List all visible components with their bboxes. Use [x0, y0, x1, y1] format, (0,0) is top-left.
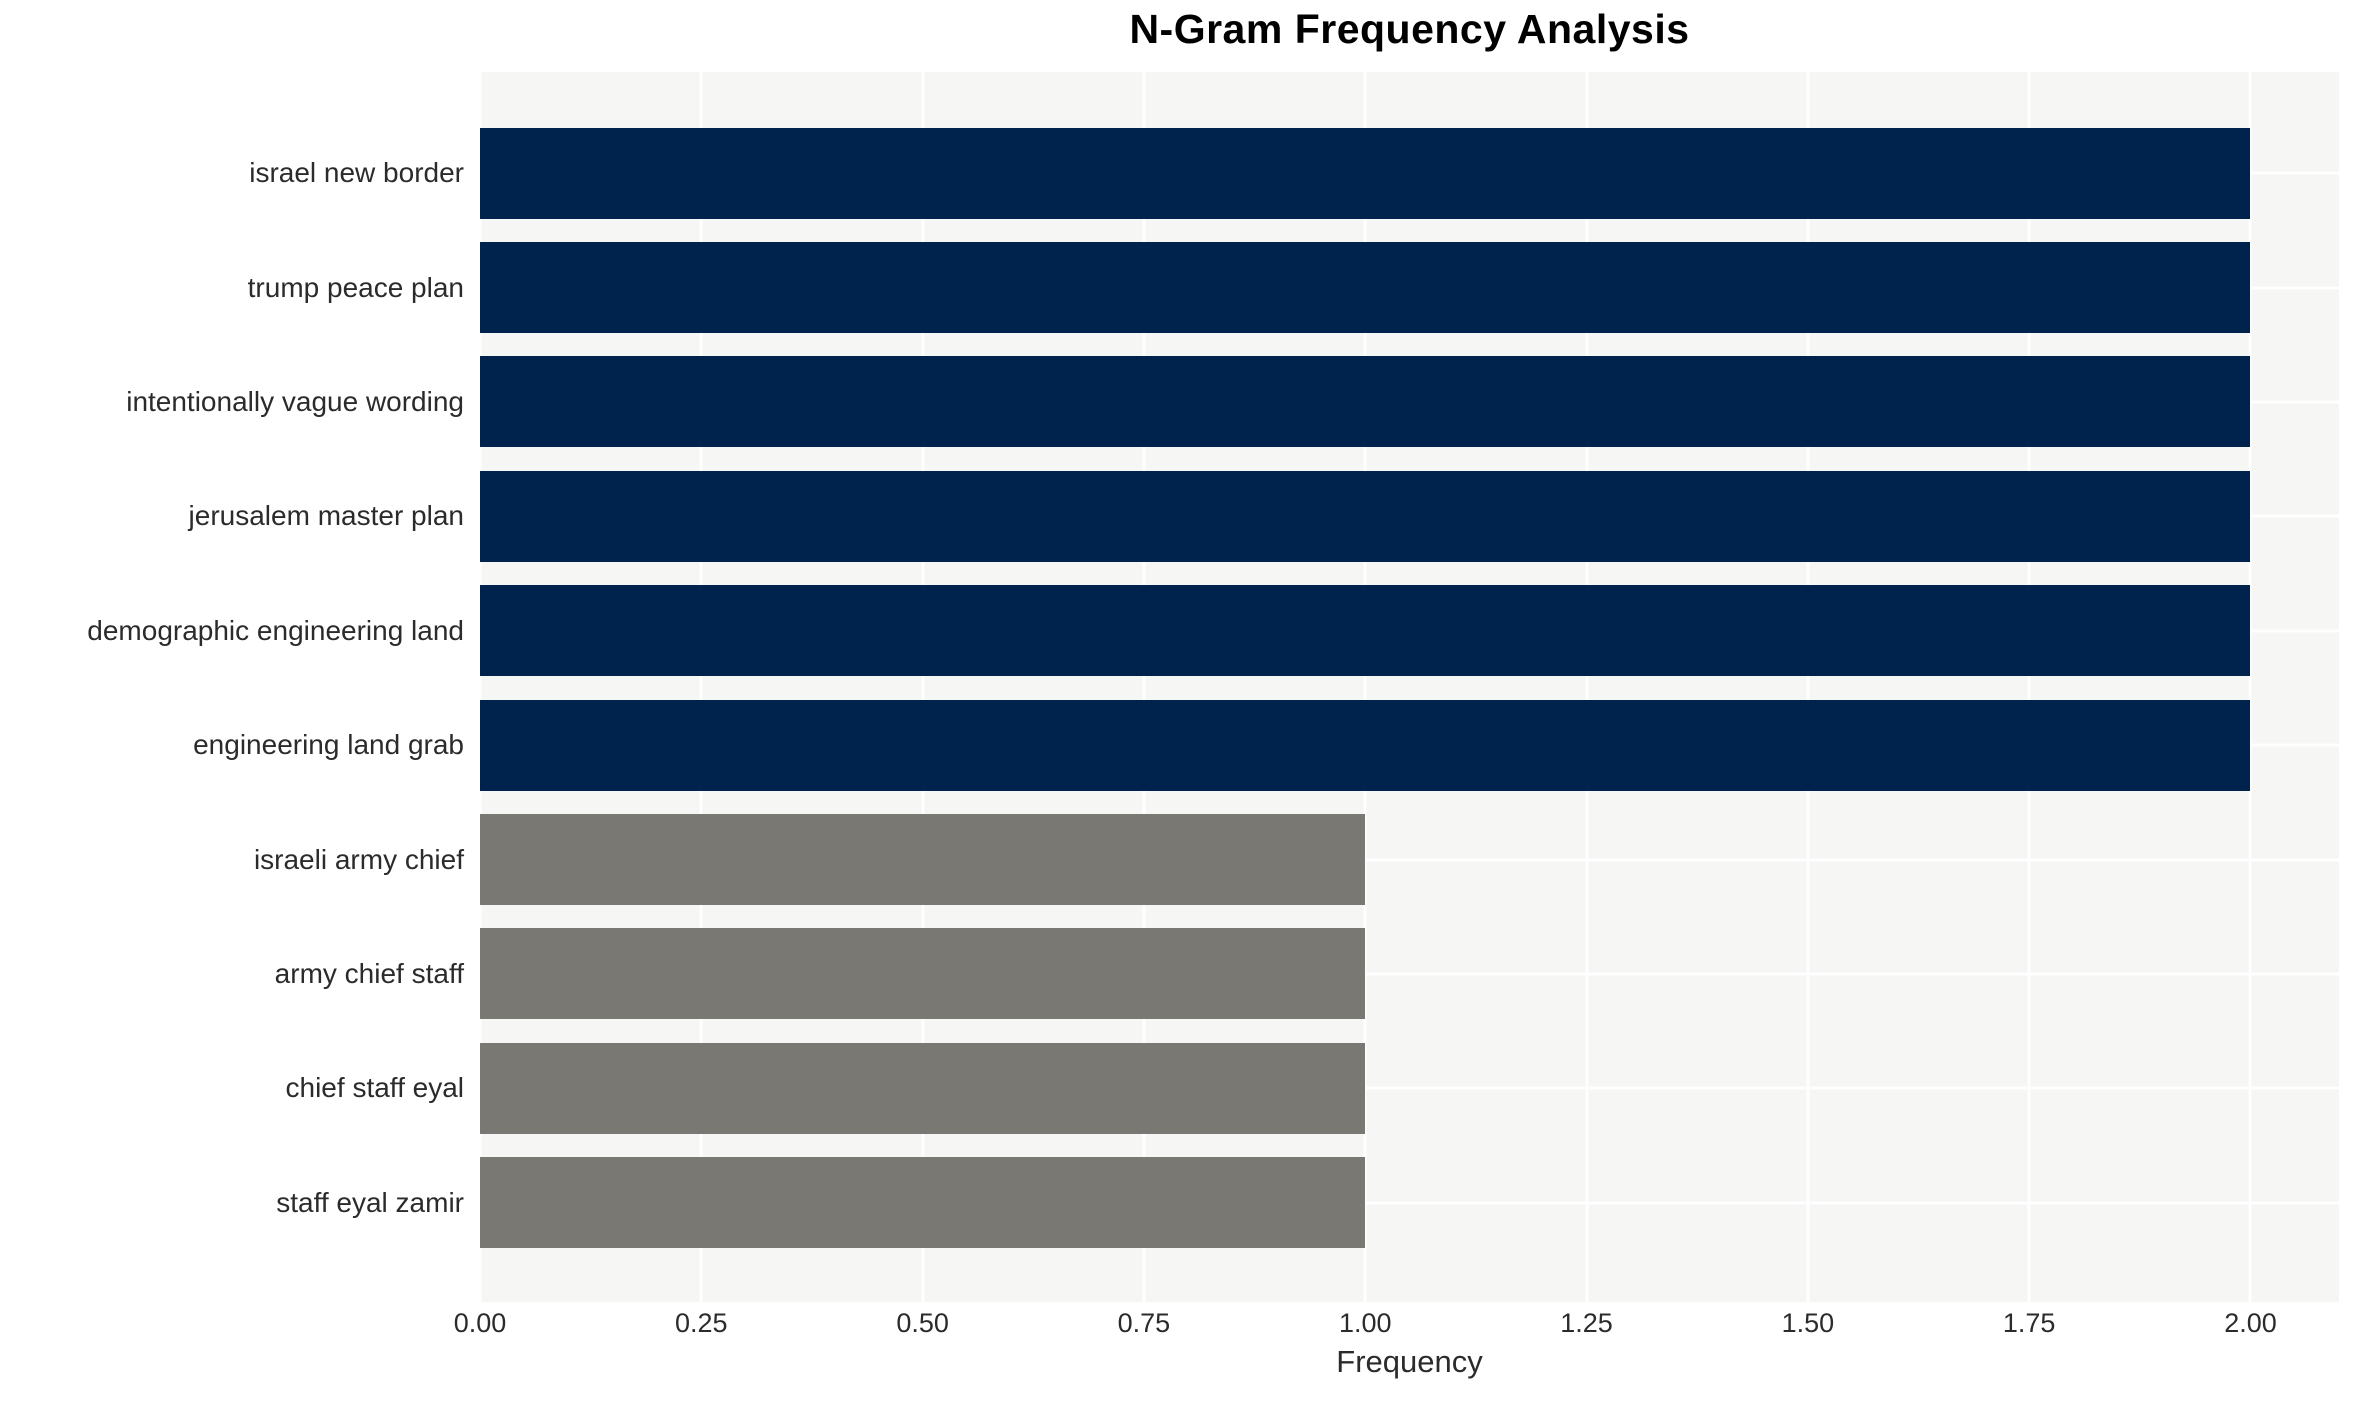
chart-title: N-Gram Frequency Analysis: [1129, 6, 1690, 52]
x-axis-label: Frequency: [1336, 1344, 1483, 1379]
grid-line-vertical: [1142, 72, 1146, 1302]
bar-row: engineering land grab: [0, 688, 2358, 802]
bar-row: intentionally vague wording: [0, 345, 2358, 459]
x-tick-label: 0.50: [896, 1308, 949, 1338]
bar-row: israel new border: [0, 116, 2358, 230]
bar: [480, 699, 2251, 791]
x-axis-ticks: 0.00 0.25 0.50 0.75 1.00 1.25 1.50 1.75 2.00: [454, 1308, 2339, 1342]
y-axis-category-label: intentionally vague wording: [126, 385, 464, 417]
x-tick-label: 0.00: [453, 1308, 507, 1338]
bar: [480, 242, 2251, 334]
grid-line-horizontal: [480, 1086, 2339, 1090]
y-axis-category-label: trump peace plan: [247, 271, 464, 303]
grid-line-horizontal: [480, 1201, 2339, 1205]
bar: [480, 356, 2251, 448]
y-axis-category-label: staff eyal zamir: [276, 1186, 464, 1218]
x-tick-label: 2.00: [2224, 1308, 2277, 1338]
bar: [480, 1042, 1366, 1134]
y-axis-category-label: demographic engineering land: [87, 614, 464, 646]
grid-line-vertical: [2027, 72, 2031, 1302]
y-axis-category-label: chief staff eyal: [285, 1072, 464, 1104]
bar-row: demographic engineering land: [0, 574, 2358, 688]
grid-line-vertical: [1363, 72, 1367, 1302]
grid-line-vertical: [478, 72, 482, 1302]
bar: [480, 814, 1366, 906]
bar-row: jerusalem master plan: [0, 459, 2358, 573]
bar-rows: israel new border trump peace plan intenti…: [0, 116, 2358, 1260]
bar: [480, 928, 1366, 1020]
grid-line-vertical: [2248, 72, 2252, 1302]
y-axis-category-label: engineering land grab: [193, 729, 464, 761]
grid-line-vertical: [699, 72, 703, 1302]
bar: [480, 470, 2251, 562]
grid-line-vertical: [1806, 72, 1810, 1302]
x-tick-label: 0.75: [1117, 1308, 1171, 1338]
bar: [480, 127, 2251, 219]
grid-line-horizontal: [480, 858, 2339, 862]
bar-row: trump peace plan: [0, 230, 2358, 344]
bar-row: army chief staff: [0, 917, 2358, 1031]
x-tick-label: 1.00: [1338, 1308, 1392, 1338]
y-axis-category-label: jerusalem master plan: [188, 500, 464, 532]
bar-row: staff eyal zamir: [0, 1146, 2358, 1260]
bar: [480, 1157, 1366, 1249]
x-tick-label: 0.25: [675, 1308, 728, 1338]
y-axis-category-label: israeli army chief: [253, 843, 464, 875]
y-axis-category-label: army chief staff: [274, 957, 464, 989]
x-tick-label: 1.75: [2002, 1308, 2056, 1338]
grid-line-vertical: [1585, 72, 1589, 1302]
bar: [480, 585, 2251, 677]
bar-row: chief staff eyal: [0, 1031, 2358, 1145]
grid-line-horizontal: [480, 972, 2339, 976]
x-tick-label: 1.25: [1560, 1308, 1613, 1338]
y-axis-category-label: israel new border: [249, 157, 464, 189]
grid-line-vertical: [921, 72, 925, 1302]
bar-row: israeli army chief: [0, 802, 2358, 916]
x-tick-label: 1.50: [1781, 1308, 1835, 1338]
